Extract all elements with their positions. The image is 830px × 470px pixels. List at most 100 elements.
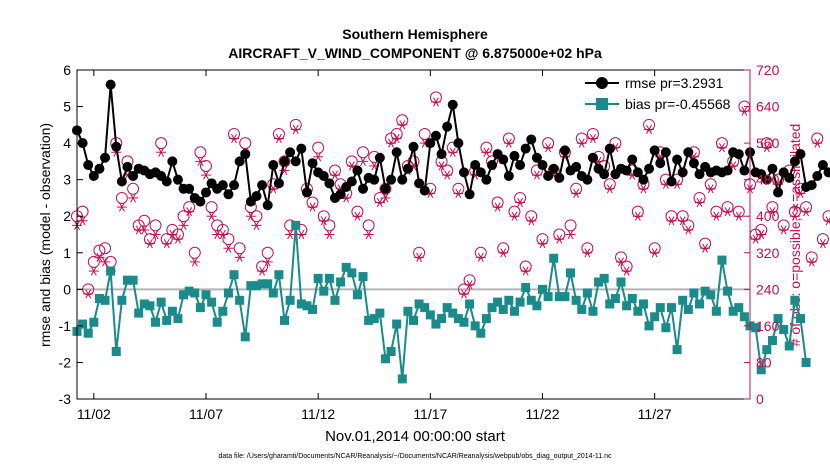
obs-assimilated-point (509, 211, 520, 221)
rmse-point (262, 200, 273, 211)
rmse-point (88, 171, 99, 182)
bias-point (162, 315, 172, 325)
obs-assimilated-point (632, 211, 643, 221)
obs-possible-point (127, 182, 140, 195)
rmse-point (408, 141, 419, 152)
obs-possible-point (194, 146, 207, 159)
bias-point (223, 288, 233, 298)
bias-point (504, 295, 514, 305)
bias-point (296, 299, 306, 309)
rmse-point (677, 167, 688, 178)
bias-point (711, 306, 721, 316)
rmse-point (548, 163, 559, 174)
bias-point (397, 374, 407, 384)
obs-assimilated-point (229, 133, 240, 144)
obs-assimilated-point (88, 266, 99, 276)
obs-assimilated-point (756, 229, 767, 240)
obs-possible-point (149, 219, 162, 232)
rmse-point (83, 160, 94, 171)
bias-point (543, 292, 553, 302)
bias-point (521, 283, 531, 293)
y-tick-label-right: 320 (756, 245, 780, 261)
obs-possible-point (87, 255, 100, 268)
obs-assimilated-point (458, 289, 469, 299)
obs-possible-point (205, 201, 218, 214)
bias-point (100, 295, 110, 305)
x-tick-label: 11/02 (77, 406, 111, 422)
plot-area: -3-2-10123456080160240320400480560640720… (59, 62, 830, 422)
obs-assimilated-point (750, 234, 761, 244)
y-tick-label-right: 640 (756, 99, 780, 115)
bias-point (302, 301, 312, 311)
obs-possible-point (138, 214, 151, 227)
bias-point (599, 273, 609, 283)
bias-point (122, 275, 132, 285)
obs-assimilated-point (442, 170, 453, 180)
bias-point (622, 301, 632, 311)
bias-point (515, 297, 525, 307)
rmse-point (683, 147, 694, 158)
obs-assimilated-point (128, 193, 139, 203)
rmse-point (335, 189, 346, 200)
obs-assimilated-point (318, 216, 329, 226)
bias-point (577, 304, 587, 314)
chart-title: Southern Hemisphere (342, 26, 488, 42)
bias-point (728, 306, 738, 316)
rmse-point (644, 163, 655, 174)
rmse-point (789, 156, 800, 167)
bias-point (83, 328, 93, 338)
obs-assimilated-point (801, 207, 812, 217)
obs-assimilated-point (116, 202, 127, 212)
bias-point (336, 277, 346, 287)
rmse-point (402, 163, 413, 174)
obs-assimilated-point (380, 193, 391, 203)
obs-assimilated-point (206, 211, 217, 221)
obs-possible-point (564, 219, 577, 232)
rmse-point (733, 149, 744, 160)
bias-point (319, 286, 329, 296)
obs-possible-point (362, 219, 375, 232)
obs-assimilated-point (414, 252, 425, 262)
rmse-point (346, 176, 357, 187)
rmse-point (296, 143, 307, 154)
legend-label: bias pr=-0.45568 (625, 96, 731, 112)
obs-assimilated-point (161, 239, 172, 249)
obs-possible-point (93, 244, 106, 257)
obs-assimilated-point (576, 138, 587, 148)
rmse-point (94, 163, 105, 174)
y-tick-label-right: 80 (756, 354, 772, 370)
bias-point (291, 220, 301, 230)
rmse-point (571, 161, 582, 172)
obs-assimilated-point (150, 229, 161, 240)
bias-point (263, 279, 273, 289)
bias-point (341, 262, 351, 272)
bias-point (386, 346, 396, 356)
bias-point (78, 319, 88, 329)
obs-assimilated-point (587, 133, 598, 144)
obs-assimilated-point (543, 143, 554, 153)
obs-assimilated-point (503, 138, 514, 148)
bias-point (94, 293, 104, 303)
bias-point (257, 279, 267, 289)
bias-point (717, 255, 727, 265)
obs-assimilated-point (234, 252, 245, 262)
bias-point (695, 299, 705, 309)
rmse-point (391, 147, 402, 158)
rmse-point (184, 183, 195, 194)
obs-possible-point (199, 159, 212, 172)
bias-point (638, 299, 648, 309)
rmse-point (397, 174, 408, 185)
obs-assimilated-point (515, 197, 526, 208)
bias-point (493, 297, 503, 307)
rmse-point (638, 174, 649, 185)
rmse-point (621, 165, 632, 176)
legend: rmse pr=3.2931 bias pr=-0.45568 (585, 75, 731, 112)
obs-assimilated-point (789, 211, 800, 221)
rmse-point (217, 180, 228, 191)
rmse-point (380, 183, 391, 194)
rmse-point (116, 176, 127, 187)
bias-point (700, 286, 710, 296)
obs-assimilated-point (447, 147, 458, 157)
bias-point (509, 306, 519, 316)
bias-point (212, 317, 222, 327)
